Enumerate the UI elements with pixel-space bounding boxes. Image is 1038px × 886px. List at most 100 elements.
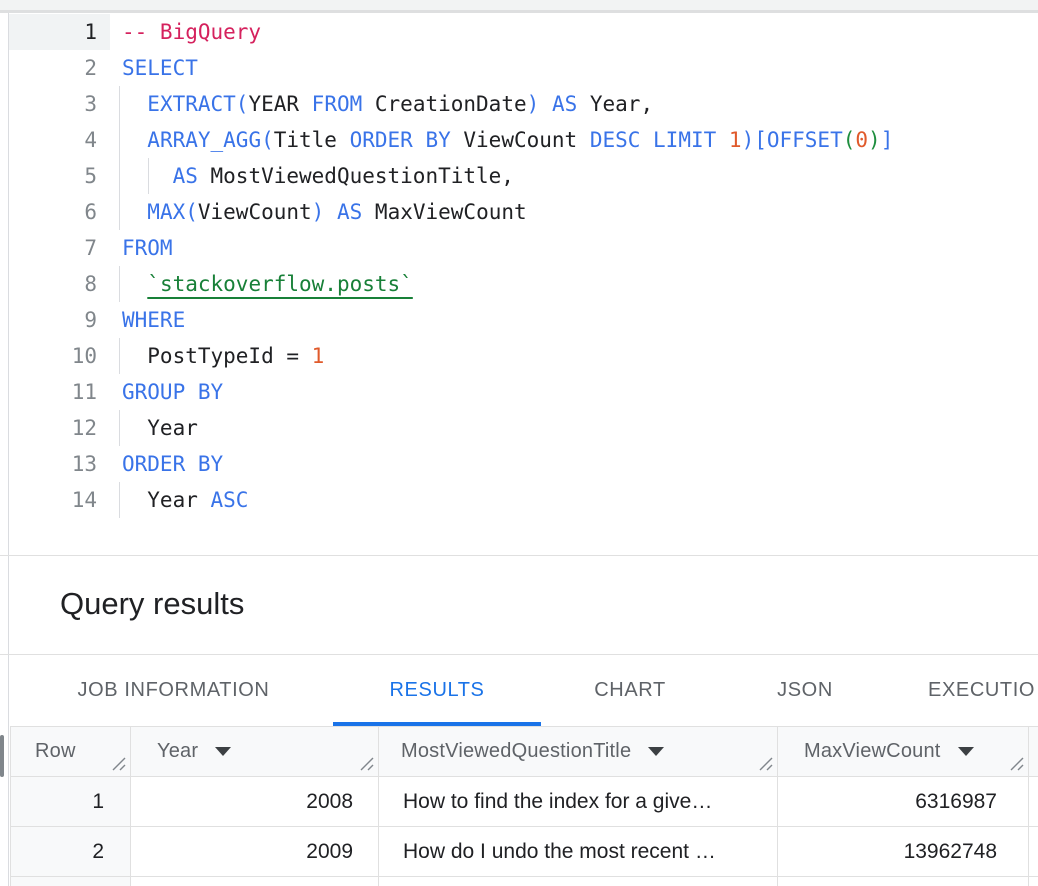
token-kw: MAX( <box>147 200 198 224</box>
token-plain <box>122 272 147 296</box>
tab-job-information[interactable]: JOB INFORMATION <box>14 655 333 726</box>
sort-dropdown-arrow-icon[interactable] <box>648 747 664 756</box>
cell-title <box>379 877 778 886</box>
code-line-6[interactable]: 6 MAX(ViewCount) AS MaxViewCount <box>0 194 1038 230</box>
token-plain: PostTypeId = <box>122 344 312 368</box>
section-divider <box>0 555 1038 556</box>
cell-max: 6316987 <box>778 777 1029 826</box>
cell-row: 1 <box>11 777 131 826</box>
cell-year: 2009 <box>131 827 379 876</box>
code-text: EXTRACT(YEAR FROM CreationDate) AS Year, <box>122 86 653 122</box>
table-row-partial <box>11 877 1038 886</box>
code-line-10[interactable]: 10 PostTypeId = 1 <box>0 338 1038 374</box>
line-number: 2 <box>8 50 97 86</box>
line-number: 12 <box>8 410 97 446</box>
header-label: MostViewedQuestionTitle <box>401 740 631 763</box>
results-tabs: JOB INFORMATIONRESULTSCHARTJSONEXECUTIO <box>0 655 1038 726</box>
token-kw: ) <box>312 200 325 224</box>
table-row: 22009How do I undo the most recent …1396… <box>11 827 1038 877</box>
token-kw: DESC LIMIT <box>590 128 716 152</box>
results-table: Row Year MostViewedQuestionTitle MaxViewCou… <box>10 726 1038 886</box>
token-plain: MaxViewCount <box>362 200 526 224</box>
column-resize-grip-icon[interactable] <box>111 756 126 771</box>
cell-year <box>131 877 379 886</box>
code-text: FROM <box>122 230 173 266</box>
indent-guide <box>119 266 120 302</box>
token-kw: ORDER BY <box>122 452 223 476</box>
sort-dropdown-arrow-icon[interactable] <box>215 747 231 756</box>
line-number: 14 <box>8 482 97 518</box>
cell-overflow <box>1029 877 1038 886</box>
header-row[interactable]: Row <box>11 727 131 776</box>
line-number: 13 <box>8 446 97 482</box>
tab-results[interactable]: RESULTS <box>333 655 541 726</box>
indent-guide <box>119 482 120 518</box>
header-label: Year <box>157 740 198 763</box>
cell-title: How do I undo the most recent … <box>379 827 778 876</box>
code-line-11[interactable]: 11 GROUP BY <box>0 374 1038 410</box>
line-number: 4 <box>8 122 97 158</box>
token-kw: EXTRACT( <box>147 92 248 116</box>
token-plain: YEAR <box>248 92 311 116</box>
code-text: -- BigQuery <box>122 14 261 50</box>
token-plain <box>324 200 337 224</box>
table-reference-link[interactable]: `stackoverflow.posts` <box>147 272 413 296</box>
line-number: 7 <box>8 230 97 266</box>
code-text: ARRAY_AGG(Title ORDER BY ViewCount DESC … <box>122 122 893 158</box>
code-line-14[interactable]: 14 Year ASC <box>0 482 1038 518</box>
code-line-13[interactable]: 13 ORDER BY <box>0 446 1038 482</box>
code-line-2[interactable]: 2 SELECT <box>0 50 1038 86</box>
token-kw: SELECT <box>122 56 198 80</box>
tab-json[interactable]: JSON <box>719 655 891 726</box>
indent-guide <box>119 194 120 230</box>
code-text: SELECT <box>122 50 198 86</box>
sql-editor[interactable]: 1-- BigQuery2 SELECT 3 EXTRACT(YEAR FROM C… <box>0 0 1038 542</box>
token-plain <box>122 128 147 152</box>
cell-max <box>778 877 1029 886</box>
tab-executio[interactable]: EXECUTIO <box>891 655 1038 726</box>
code-line-3[interactable]: 3 EXTRACT(YEAR FROM CreationDate) AS Yea… <box>0 86 1038 122</box>
column-resize-grip-icon[interactable] <box>359 756 374 771</box>
indent-guide <box>119 338 120 374</box>
token-green: ( <box>843 128 856 152</box>
indent-guide <box>119 122 120 158</box>
token-kw: ARRAY_AGG( <box>147 128 273 152</box>
token-green: ) <box>868 128 881 152</box>
code-line-1[interactable]: 1-- BigQuery <box>0 14 1038 50</box>
column-resize-grip-icon[interactable] <box>758 756 773 771</box>
code-line-12[interactable]: 12 Year <box>0 410 1038 446</box>
code-line-9[interactable]: 9WHERE <box>0 302 1038 338</box>
sort-dropdown-arrow-icon[interactable] <box>958 747 974 756</box>
left-scrollbar-thumb[interactable] <box>0 735 4 777</box>
header-label: Row <box>35 740 76 763</box>
bigquery-console: 1-- BigQuery2SELECT3 EXTRACT(YEAR FROM C… <box>0 0 1038 886</box>
token-kw: GROUP BY <box>122 380 223 404</box>
indent-guide <box>119 86 120 122</box>
code-line-5[interactable]: 5 AS MostViewedQuestionTitle, <box>0 158 1038 194</box>
code-line-7[interactable]: 7 FROM <box>0 230 1038 266</box>
code-line-4[interactable]: 4 ARRAY_AGG(Title ORDER BY ViewCount DES… <box>0 122 1038 158</box>
cell-row <box>11 877 131 886</box>
code-text: PostTypeId = 1 <box>122 338 324 374</box>
token-plain <box>539 92 552 116</box>
query-results-title: Query results <box>60 584 244 624</box>
header-year[interactable]: Year <box>131 727 379 776</box>
line-number: 6 <box>8 194 97 230</box>
column-resize-grip-icon[interactable] <box>1009 756 1024 771</box>
line-number: 11 <box>8 374 97 410</box>
line-number: 9 <box>8 302 97 338</box>
token-plain <box>122 200 147 224</box>
token-plain: ViewCount <box>198 200 312 224</box>
header-mostviewedquestiontitle[interactable]: MostViewedQuestionTitle <box>379 727 778 776</box>
code-line-8[interactable]: 8 `stackoverflow.posts` <box>0 266 1038 302</box>
tab-chart[interactable]: CHART <box>541 655 719 726</box>
indent-guide <box>119 410 120 446</box>
header-maxviewcount[interactable]: MaxViewCount <box>778 727 1029 776</box>
code-text: GROUP BY <box>122 374 223 410</box>
cell-row: 2 <box>11 827 131 876</box>
code-text: Year ASC <box>122 482 248 518</box>
header-overflow-column <box>1029 727 1038 776</box>
cell-year: 2008 <box>131 777 379 826</box>
code-text: Year <box>122 410 198 446</box>
token-plain: ViewCount <box>451 128 590 152</box>
